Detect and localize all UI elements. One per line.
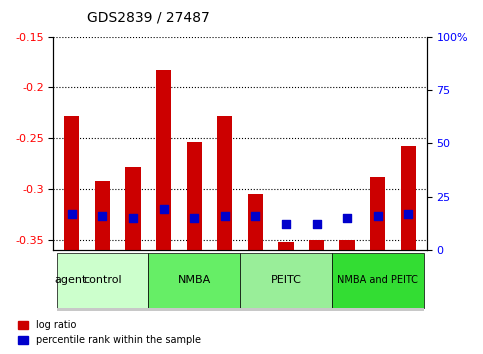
Point <box>343 215 351 221</box>
FancyBboxPatch shape <box>301 308 332 311</box>
Text: NMBA: NMBA <box>178 275 211 285</box>
FancyBboxPatch shape <box>179 308 210 311</box>
FancyBboxPatch shape <box>57 253 148 308</box>
Legend: log ratio, percentile rank within the sample: log ratio, percentile rank within the sa… <box>14 316 205 349</box>
FancyBboxPatch shape <box>210 308 240 311</box>
Point <box>99 213 106 218</box>
Bar <box>186 142 202 250</box>
Point <box>374 213 382 218</box>
Point <box>221 213 228 218</box>
Text: NMBA and PEITC: NMBA and PEITC <box>337 275 418 285</box>
FancyBboxPatch shape <box>332 308 362 311</box>
Text: GDS2839 / 27487: GDS2839 / 27487 <box>87 11 210 25</box>
Bar <box>95 181 110 250</box>
Point <box>160 206 168 212</box>
Point <box>313 221 320 227</box>
FancyBboxPatch shape <box>240 308 270 311</box>
Text: control: control <box>83 275 122 285</box>
Point <box>252 213 259 218</box>
Point <box>282 221 290 227</box>
Point <box>404 211 412 216</box>
FancyBboxPatch shape <box>393 308 424 311</box>
Bar <box>64 116 80 250</box>
FancyBboxPatch shape <box>270 308 301 311</box>
Point <box>68 211 76 216</box>
FancyBboxPatch shape <box>148 253 240 308</box>
Text: PEITC: PEITC <box>270 275 301 285</box>
Bar <box>401 146 416 250</box>
Bar <box>370 177 385 250</box>
FancyBboxPatch shape <box>148 308 179 311</box>
FancyBboxPatch shape <box>332 253 424 308</box>
FancyBboxPatch shape <box>87 308 118 311</box>
Bar <box>340 240 355 250</box>
Bar <box>156 70 171 250</box>
FancyBboxPatch shape <box>57 308 87 311</box>
FancyBboxPatch shape <box>118 308 148 311</box>
Bar <box>126 167 141 250</box>
Text: agent: agent <box>54 275 86 285</box>
FancyBboxPatch shape <box>240 253 332 308</box>
Bar <box>217 116 232 250</box>
Bar <box>248 194 263 250</box>
Bar <box>309 240 324 250</box>
Bar <box>278 242 294 250</box>
Point <box>190 215 198 221</box>
FancyBboxPatch shape <box>362 308 393 311</box>
Point <box>129 215 137 221</box>
